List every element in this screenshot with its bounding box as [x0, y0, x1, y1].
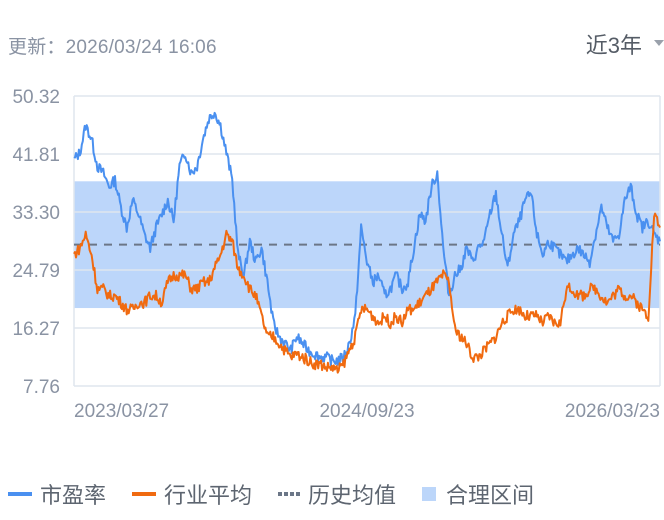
pe-ratio-line	[73, 111, 661, 367]
y-tick-label: 41.81	[12, 145, 60, 166]
y-axis-labels: 50.32 41.81 33.30 24.79 16.27 7.76	[12, 87, 60, 398]
y-tick-label: 24.79	[12, 261, 60, 282]
legend-label: 历史均值	[308, 483, 397, 508]
legend-item-range[interactable]: 合理区间	[422, 478, 534, 510]
dropdown-caret-icon[interactable]	[654, 40, 664, 46]
y-tick-label: 7.76	[23, 377, 60, 398]
range-box-swatch-icon	[422, 487, 437, 501]
industry-line-swatch-icon	[132, 492, 157, 496]
y-tick-label: 16.27	[12, 319, 60, 340]
x-tick-label: 2024/09/23	[319, 401, 414, 422]
y-tick-label: 33.30	[12, 203, 60, 224]
chart-legend: 市盈率 行业平均 历史均值 合理区间	[8, 478, 560, 510]
pe-chart: 50.32 41.81 33.30 24.79 16.27 7.76 2023/03/27…	[12, 87, 661, 422]
y-tick-label: 50.32	[12, 87, 60, 108]
x-tick-label: 2023/03/27	[74, 401, 169, 422]
range-selector[interactable]: 近3年	[585, 33, 642, 58]
legend-item-industry-avg[interactable]: 行业平均	[132, 478, 252, 510]
legend-item-pe[interactable]: 市盈率	[8, 478, 106, 510]
x-axis-labels: 2023/03/27 2024/09/23 2026/03/23	[74, 401, 660, 422]
legend-label: 行业平均	[164, 483, 253, 508]
legend-label: 市盈率	[40, 483, 107, 508]
legend-label: 合理区间	[446, 483, 535, 508]
industry-average-line	[73, 212, 661, 374]
series-lines	[73, 111, 661, 374]
dotted-line-swatch-icon	[278, 492, 301, 496]
update-timestamp: 更新：2026/03/24 16:06	[8, 37, 217, 58]
x-tick-label: 2026/03/23	[565, 401, 660, 422]
legend-item-hist-mean[interactable]: 历史均值	[278, 478, 396, 510]
pe-line-swatch-icon	[8, 492, 32, 496]
